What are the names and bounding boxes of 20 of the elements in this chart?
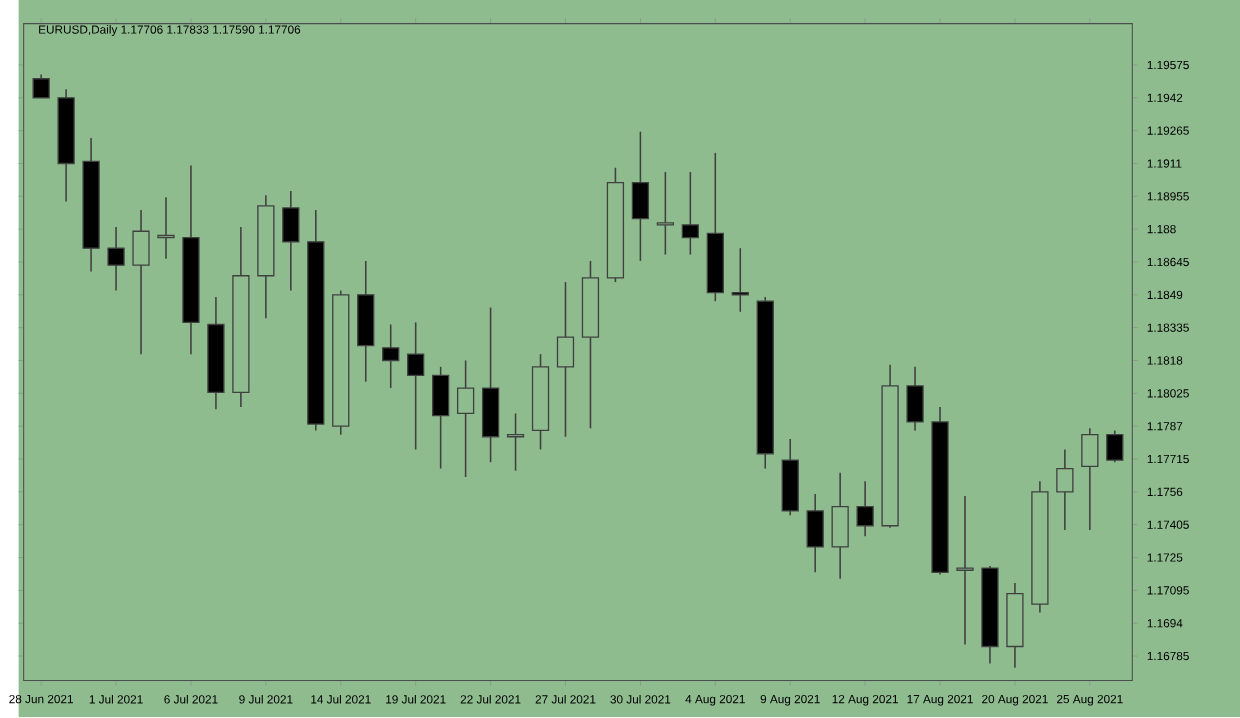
candlestick — [431, 366, 450, 470]
candlestick — [631, 131, 650, 263]
candlestick — [1056, 449, 1074, 532]
candlestick — [456, 360, 475, 479]
candlestick — [681, 171, 699, 256]
candlestick — [856, 480, 874, 538]
candlestick — [157, 196, 175, 260]
candlestick — [906, 366, 924, 432]
candlestick — [382, 324, 400, 390]
candlestick — [831, 472, 849, 580]
candlestick — [282, 190, 300, 292]
candlestick — [1081, 427, 1099, 532]
candlestick — [407, 321, 425, 451]
candlestick — [556, 281, 575, 438]
candlestick — [107, 226, 125, 292]
candlestick — [132, 209, 150, 356]
candlestick — [656, 171, 675, 256]
candlestick — [1106, 430, 1124, 464]
candlestick — [806, 493, 824, 574]
candlestick — [956, 495, 974, 646]
